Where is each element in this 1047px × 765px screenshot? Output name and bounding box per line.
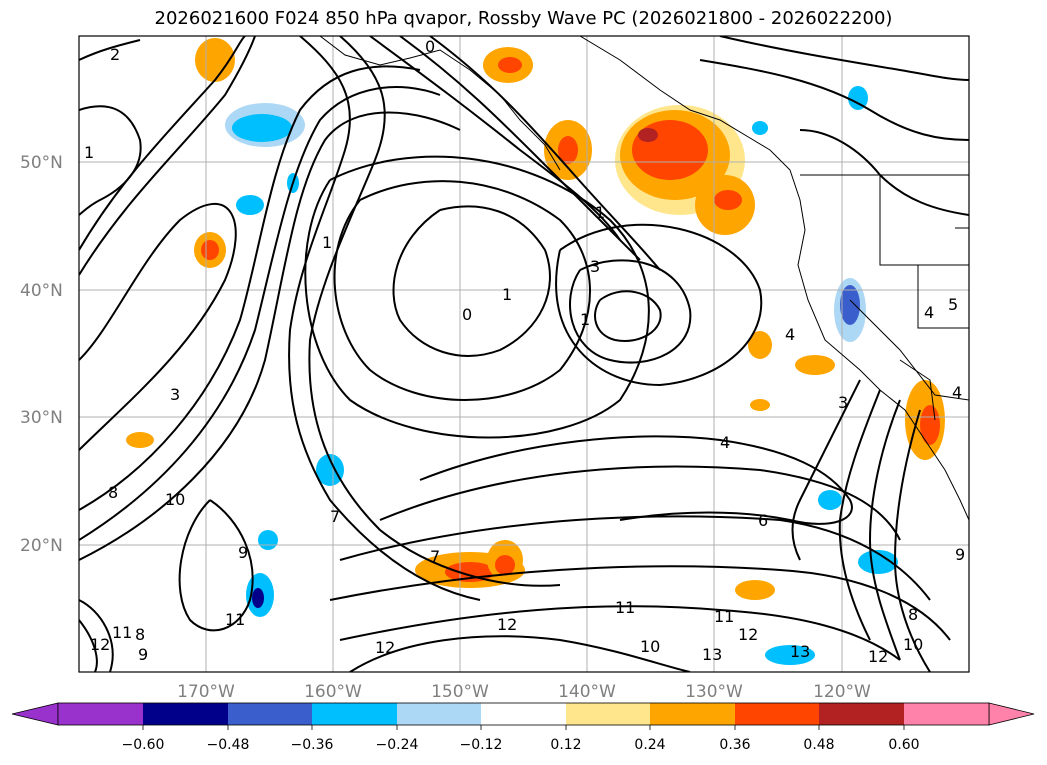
colorbar-bin [819, 703, 904, 725]
contour-label: 10 [640, 637, 660, 656]
lat-label-40n: 40°N [20, 281, 63, 301]
colorbar-bin [228, 703, 312, 725]
plot-area: 2 1 0 3 1 0 1 1 3 1 4 4 5 4 3 8 10 9 7 7… [79, 36, 969, 672]
colorbar-frame [57, 702, 990, 726]
colorbar-bin [143, 703, 228, 725]
shading-layer [126, 38, 945, 665]
contour-label: 0 [425, 37, 435, 56]
colorbar-tick: 0.48 [803, 737, 834, 753]
lon-label-130w: 130°W [685, 682, 743, 702]
contour-label: 1 [580, 310, 590, 329]
contour-label: 2 [110, 45, 120, 64]
contour-label: 8 [908, 605, 918, 624]
contour-label: 12 [497, 615, 517, 634]
colorbar-bin [397, 703, 481, 725]
positive-anomaly-patch-northwest [615, 105, 755, 235]
contour-label: 9 [138, 645, 148, 664]
contour-label: 10 [165, 490, 185, 509]
lon-label-160w: 160°W [304, 682, 362, 702]
colorbar-bin [904, 703, 989, 725]
contour-label: 4 [785, 325, 795, 344]
lon-label-170w: 170°W [177, 682, 235, 702]
longitude-labels: 170°W 160°W 150°W 140°W 130°W 120°W [177, 682, 871, 702]
colorbar-extend-low [11, 702, 59, 726]
contour-label: 3 [838, 393, 848, 412]
contour-label: 1 [322, 233, 332, 252]
contour-label: 8 [135, 625, 145, 644]
colorbar-extend-high [988, 702, 1035, 726]
colorbar-tick: −0.36 [291, 737, 334, 753]
contour-label: 3 [170, 385, 180, 404]
contour-label: 11 [225, 610, 245, 629]
lon-label-120w: 120°W [813, 682, 871, 702]
colorbar: −0.60 −0.48 −0.36 −0.24 −0.12 0.12 0.24 … [11, 702, 1035, 753]
colorbar-bin [566, 703, 650, 725]
lat-label-20n: 20°N [20, 536, 63, 556]
contour-label: 11 [112, 623, 132, 642]
contour-label: 11 [615, 598, 635, 617]
contour-label: 1 [595, 203, 605, 222]
colorbar-tick: −0.60 [122, 737, 165, 753]
colorbar-tick: −0.12 [460, 737, 503, 753]
contour-label: 12 [90, 635, 110, 654]
contour-label: 4 [952, 383, 962, 402]
contour-label: 0 [462, 305, 472, 324]
contour-label: 8 [108, 483, 118, 502]
colorbar-tick: 0.12 [550, 737, 581, 753]
colorbar-bin [481, 703, 566, 725]
contour-label: 7 [430, 547, 440, 566]
lat-label-30n: 30°N [20, 408, 63, 428]
colorbar-tick: 0.60 [888, 737, 919, 753]
contour-labels: 2 1 0 3 1 0 1 1 3 1 4 4 5 4 3 8 10 9 7 7… [84, 37, 965, 666]
colorbar-tick: 0.24 [634, 737, 665, 753]
plot-frame [78, 35, 970, 673]
contour-label: 10 [903, 635, 923, 654]
contour-label: 1 [84, 143, 94, 162]
lon-label-140w: 140°W [558, 682, 616, 702]
positive-anomaly-patch-gulf [483, 47, 592, 180]
contour-label: 5 [948, 295, 958, 314]
contour-label: 6 [758, 511, 768, 530]
map-title: 2026021600 F024 850 hPa qvapor, Rossby W… [154, 8, 893, 29]
contour-label: 11 [714, 607, 734, 626]
contour-label: 7 [330, 507, 340, 526]
lat-label-50n: 50°N [20, 153, 63, 173]
contour-label: 3 [590, 257, 600, 276]
colorbar-bin [735, 703, 819, 725]
latitude-labels: 50°N 40°N 30°N 20°N [20, 153, 63, 556]
contour-label: 9 [955, 545, 965, 564]
contour-label: 4 [720, 433, 730, 452]
contour-label: 9 [238, 543, 248, 562]
qvapor-contours [79, 36, 969, 672]
colorbar-tick: −0.48 [207, 737, 250, 753]
contour-label: 13 [790, 642, 810, 661]
contour-label: 13 [702, 645, 722, 664]
contour-label: 1 [502, 285, 512, 304]
negative-anomaly-patches [225, 86, 898, 665]
contour-label: 12 [375, 638, 395, 657]
contour-label: 4 [924, 303, 934, 322]
lon-label-150w: 150°W [431, 682, 489, 702]
colorbar-bin [312, 703, 397, 725]
colorbar-tick: 0.36 [719, 737, 750, 753]
colorbar-bin [650, 703, 735, 725]
contour-label: 12 [738, 625, 758, 644]
colorbar-bin [58, 703, 143, 725]
colorbar-tick: −0.24 [376, 737, 419, 753]
contour-label: 12 [868, 647, 888, 666]
